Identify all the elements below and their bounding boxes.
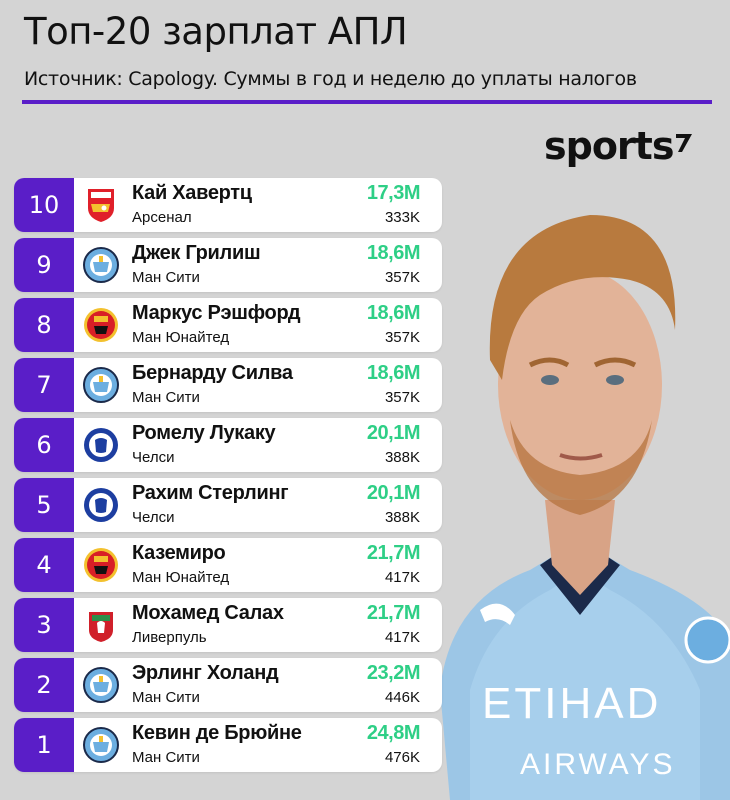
salary-row: 2 Эрлинг Холанд Ман Сити 23,2M 446K [14,658,442,712]
player-name: Джек Грилиш [132,242,261,264]
weekly-salary: 446K [384,689,420,706]
brand-slash-icon [676,134,692,152]
shirt-sponsor-line2: AIRWAYS [520,748,675,781]
club-name: Ман Юнайтед [132,329,230,346]
weekly-salary: 388K [384,509,420,526]
rank-badge: 1 [14,718,74,772]
annual-salary: 20,1M [366,482,421,504]
player-name: Маркус Рэшфорд [132,302,301,324]
rank-badge: 9 [14,238,74,292]
player-photo: ETIHAD AIRWAYS [440,215,730,800]
player-name: Кай Хавертц [132,182,252,204]
rank-badge: 4 [14,538,74,592]
club-name: Ман Юнайтед [132,569,230,586]
salary-row: 8 Маркус Рэшфорд Ман Юнайтед 18,6M 357K [14,298,442,352]
rank-badge: 7 [14,358,74,412]
weekly-salary: 417K [384,569,420,586]
player-name: Эрлинг Холанд [132,662,279,684]
page-subtitle: Источник: Capology. Суммы в год и неделю… [24,68,637,90]
club-name: Ливерпуль [132,629,207,646]
weekly-salary: 357K [384,269,420,286]
salary-row: 7 Бернарду Силва Ман Сити 18,6M 357K [14,358,442,412]
weekly-salary: 357K [384,389,420,406]
salary-row: 5 Рахим Стерлинг Челси 20,1M 388K [14,478,442,532]
salary-row: 9 Джек Грилиш Ман Сити 18,6M 357K [14,238,442,292]
weekly-salary: 333K [384,209,420,226]
annual-salary: 18,6M [366,362,421,384]
annual-salary: 18,6M [366,302,421,324]
player-name: Кевин де Брюйне [132,722,302,744]
salary-row: 6 Ромелу Лукаку Челси 20,1M 388K [14,418,442,472]
weekly-salary: 357K [384,329,420,346]
salary-row: 4 Каземиро Ман Юнайтед 21,7M 417K [14,538,442,592]
club-name: Ман Сити [132,389,200,406]
club-name: Ман Сити [132,269,200,286]
salary-row: 1 Кевин де Брюйне Ман Сити 24,8M 476K [14,718,442,772]
annual-salary: 17,3M [366,182,421,204]
liverpool-crest-icon [82,606,120,644]
rank-badge: 10 [14,178,74,232]
player-name: Мохамед Салах [132,602,284,624]
weekly-salary: 476K [384,749,420,766]
shirt-sponsor-line1: ETIHAD [482,679,661,728]
weekly-salary: 417K [384,629,420,646]
chelsea-crest-icon [82,486,120,524]
rank-badge: 5 [14,478,74,532]
man-city-crest-icon [82,726,120,764]
header-divider [22,100,712,104]
man-city-crest-icon [82,666,120,704]
weekly-salary: 388K [384,449,420,466]
rank-badge: 2 [14,658,74,712]
salary-row: 3 Мохамед Салах Ливерпуль 21,7M 417K [14,598,442,652]
player-name: Каземиро [132,542,226,564]
annual-salary: 20,1M [366,422,421,444]
man-city-crest-icon [82,366,120,404]
club-name: Челси [132,449,175,466]
man-city-crest-icon [82,246,120,284]
club-name: Ман Сити [132,689,200,706]
annual-salary: 21,7M [366,542,421,564]
man-united-crest-icon [82,546,120,584]
club-name: Арсенал [132,209,192,226]
chelsea-crest-icon [82,426,120,464]
rank-badge: 6 [14,418,74,472]
man-united-crest-icon [82,306,120,344]
brand-logo: sports [544,124,674,168]
annual-salary: 18,6M [366,242,421,264]
annual-salary: 23,2M [366,662,421,684]
annual-salary: 21,7M [366,602,421,624]
page-title: Топ-20 зарплат АПЛ [24,10,408,53]
player-name: Бернарду Силва [132,362,293,384]
club-name: Челси [132,509,175,526]
player-name: Рахим Стерлинг [132,482,289,504]
player-name: Ромелу Лукаку [132,422,276,444]
rank-badge: 8 [14,298,74,352]
club-name: Ман Сити [132,749,200,766]
salary-row: 10 Кай Хавертц Арсенал 17,3M 333K [14,178,442,232]
rank-badge: 3 [14,598,74,652]
arsenal-crest-icon [82,186,120,224]
annual-salary: 24,8M [366,722,421,744]
